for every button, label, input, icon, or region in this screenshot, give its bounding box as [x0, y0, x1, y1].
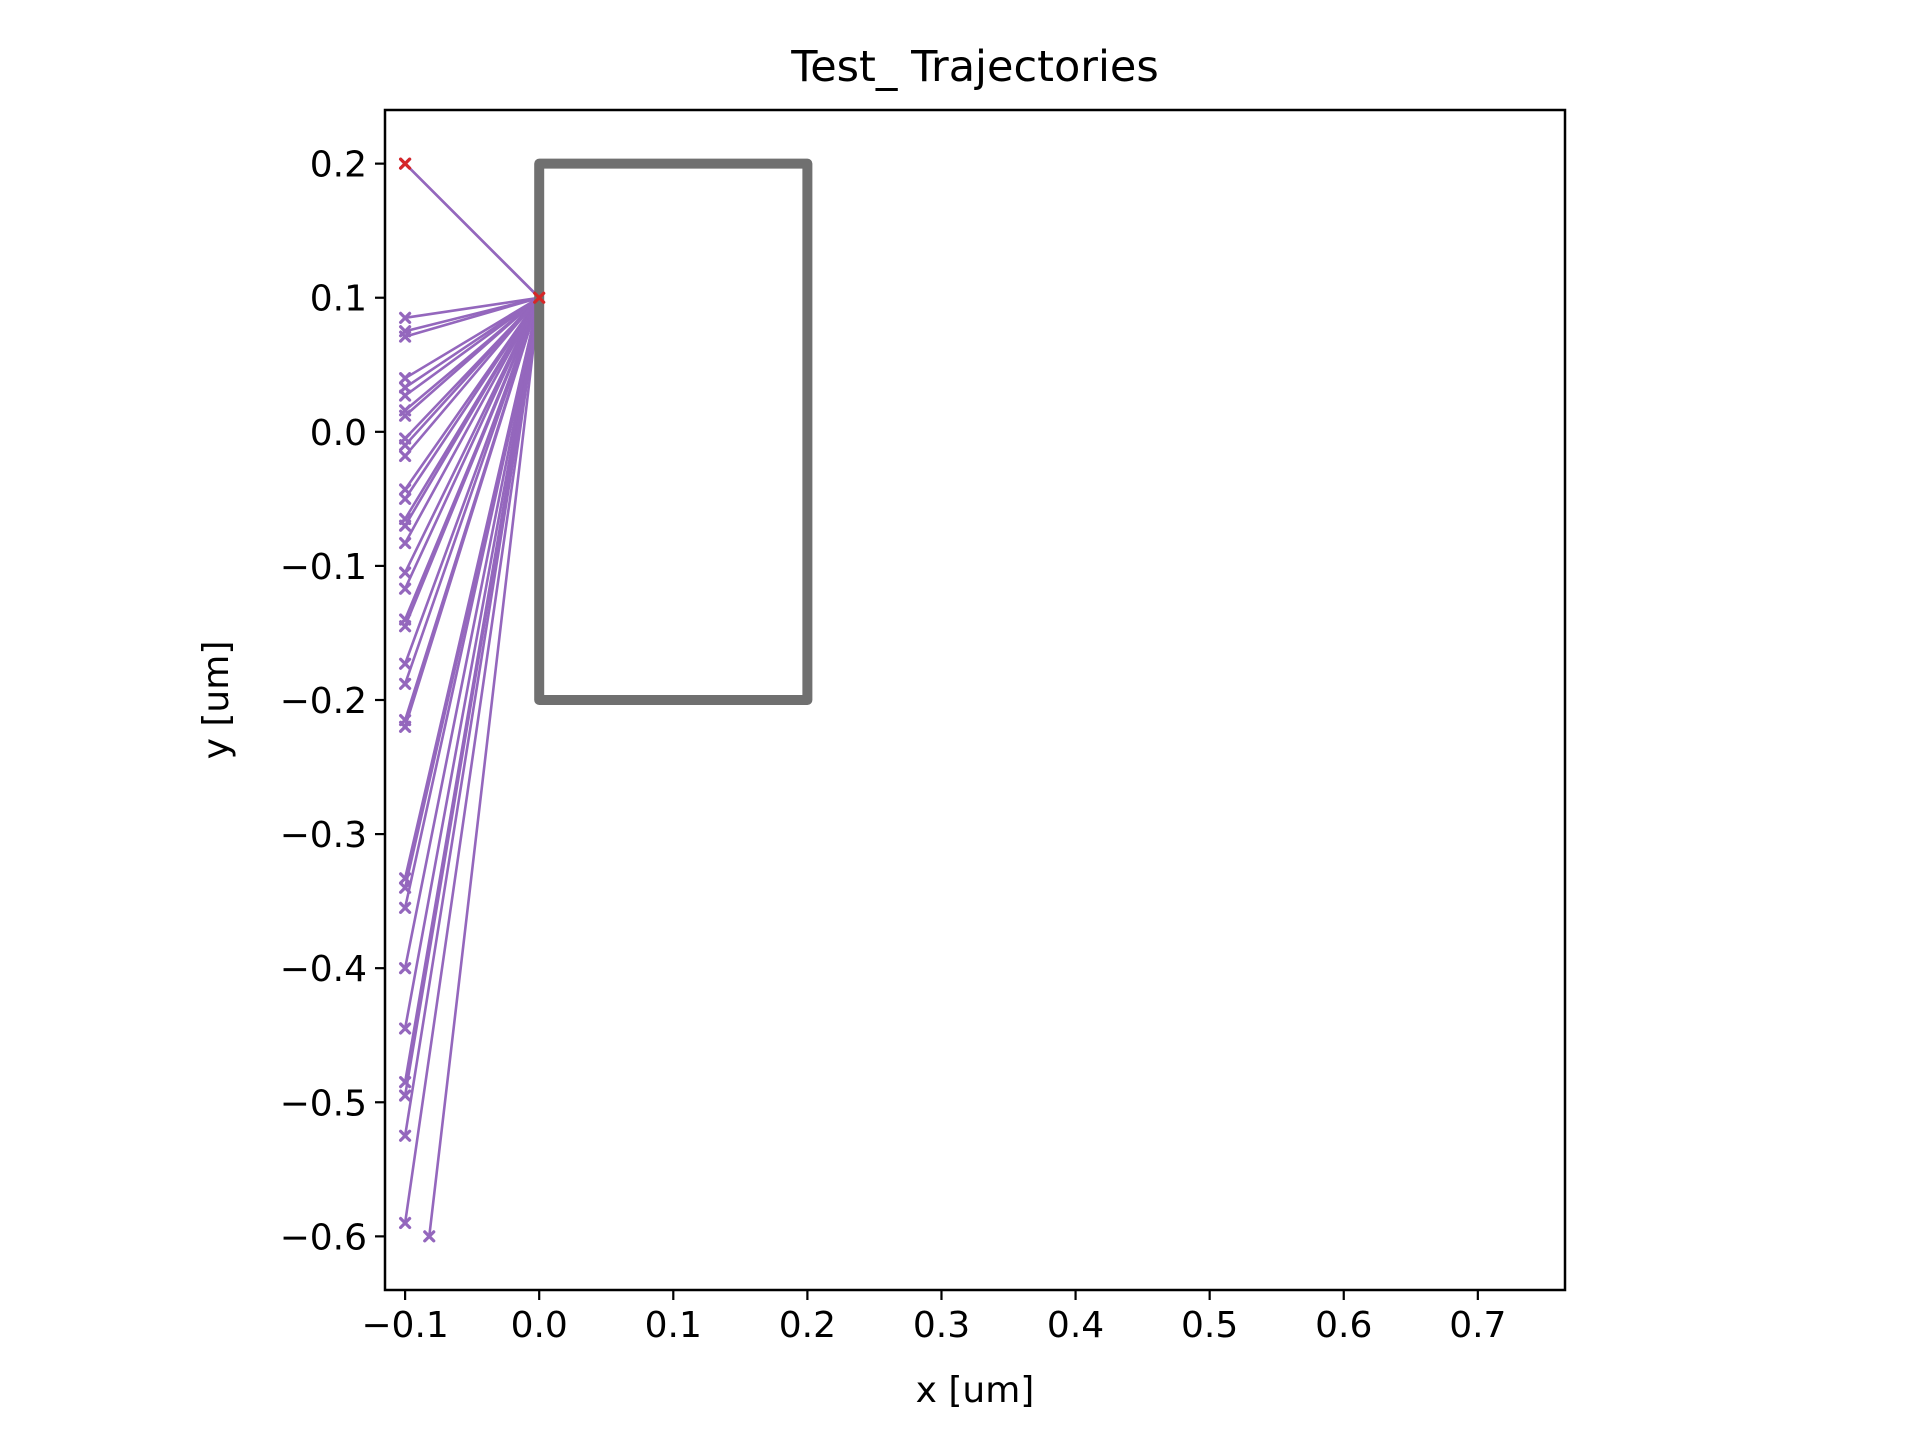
trajectory-end-marker	[399, 409, 412, 422]
trajectory-end-marker	[423, 1230, 436, 1243]
trajectory-end-marker	[399, 657, 412, 670]
trajectory-end-marker	[399, 1076, 412, 1089]
start-marker	[533, 291, 546, 304]
trajectory-end-marker	[399, 872, 412, 885]
trajectory-end-marker	[399, 677, 412, 691]
trajectory-end-marker	[399, 962, 412, 975]
trajectory-line	[403, 296, 541, 910]
y-tick-label: −0.6	[280, 1217, 367, 1258]
x-axis-label: x [um]	[916, 1370, 1035, 1411]
x-tick-label: −0.1	[361, 1305, 448, 1346]
trajectory-line	[403, 296, 541, 458]
trajectory-end-marker	[399, 1216, 412, 1230]
trajectory-line	[403, 296, 541, 628]
trajectory-line	[403, 296, 541, 686]
trajectory-line	[403, 296, 541, 418]
trajectory-end-marker	[399, 330, 412, 343]
x-tick-label: 0.1	[645, 1305, 702, 1346]
x-tick-label: 0.7	[1449, 1305, 1506, 1346]
x-axis-ticks: −0.1 0.0 0.1 0.2 0.3 0.4 0.5 0.6 0.7	[361, 1290, 1506, 1346]
trajectory-end-marker	[399, 311, 412, 324]
incoming-trajectory-line	[403, 162, 541, 300]
y-tick-label: −0.4	[280, 949, 367, 990]
x-tick-label: 0.6	[1315, 1305, 1372, 1346]
trajectory-end-marker	[399, 620, 412, 633]
trajectory-line	[403, 296, 541, 527]
trajectory-line	[403, 296, 541, 338]
x-tick-label: 0.3	[913, 1305, 970, 1346]
trajectory-end-marker	[399, 389, 412, 402]
trajectory-line	[427, 296, 541, 1238]
trajectory-end-marker	[399, 566, 412, 579]
trajectory-line	[403, 296, 541, 320]
y-tick-label: −0.5	[280, 1083, 367, 1124]
trajectory-end-marker	[399, 720, 412, 733]
y-axis-ticks: 0.2 0.1 0.0 −0.1 −0.2 −0.3 −0.4 −0.5 −0.6	[280, 145, 385, 1258]
trajectory-line	[403, 296, 541, 501]
trajectory-end-marker	[399, 439, 412, 452]
x-tick-label: 0.4	[1047, 1305, 1104, 1346]
trajectory-end-marker	[399, 372, 412, 385]
trajectory-line	[403, 296, 541, 397]
x-tick-label: 0.2	[779, 1305, 836, 1346]
trajectory-line	[403, 296, 541, 970]
y-tick-label: 0.0	[310, 413, 367, 454]
x-tick-label: 0.0	[511, 1305, 568, 1346]
trajectory-end-marker	[399, 1089, 412, 1102]
trajectory-line	[403, 296, 541, 591]
trajectory-end-marker	[399, 537, 412, 550]
start-marker	[399, 157, 412, 170]
trajectory-line	[403, 296, 541, 1225]
trajectory-line	[403, 296, 541, 729]
trajectory-line	[403, 296, 541, 1030]
trajectory-end-marker	[399, 1022, 412, 1035]
trajectory-end-marker	[399, 449, 412, 463]
y-tick-label: −0.2	[280, 681, 367, 722]
y-tick-label: −0.3	[280, 815, 367, 856]
y-tick-label: −0.1	[280, 547, 367, 588]
y-axis-label: y [um]	[196, 641, 237, 760]
y-tick-label: 0.2	[310, 145, 367, 186]
trajectory-end-marker	[399, 483, 412, 496]
trajectory-line	[403, 296, 541, 1138]
x-tick-label: 0.5	[1181, 1305, 1238, 1346]
y-tick-label: 0.1	[310, 279, 367, 320]
obstacle-rectangle	[534, 158, 813, 706]
trajectory-line	[403, 296, 541, 545]
trajectory-end-marker	[399, 901, 412, 914]
trajectory-end-marker	[399, 582, 412, 595]
trajectory-end-marker	[399, 519, 412, 532]
trajectory-end-marker	[399, 881, 412, 894]
chart-title: Test_ Trajectories	[790, 42, 1159, 92]
plot-area	[399, 157, 813, 1243]
trajectory-end-marker	[399, 1129, 412, 1142]
trajectory-end-marker	[399, 492, 412, 505]
